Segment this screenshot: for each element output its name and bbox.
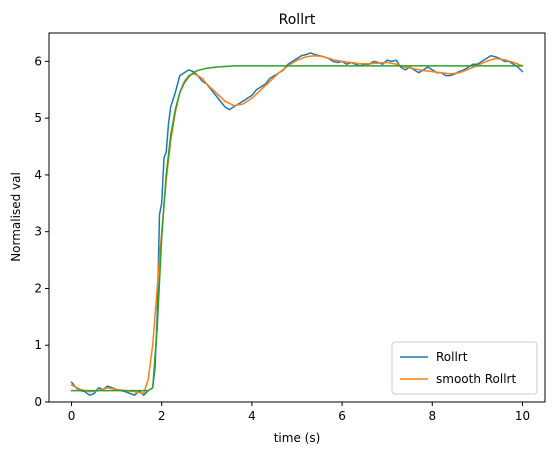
- x-tick-label: 8: [428, 409, 436, 423]
- x-tick-label: 4: [248, 409, 256, 423]
- y-tick-label: 2: [34, 281, 42, 295]
- series-line-2: [70, 54, 524, 395]
- y-tick-label: 6: [34, 54, 42, 68]
- y-tick-label: 0: [34, 395, 42, 409]
- y-axis: 0 1 2 3 4 5 6: [34, 54, 49, 409]
- chart-title: Rollrt: [279, 12, 316, 28]
- x-tick-label: 0: [68, 409, 76, 423]
- y-tick-label: 4: [34, 168, 42, 182]
- x-tick-label: 10: [515, 409, 530, 423]
- y-tick-label: 3: [34, 225, 42, 239]
- series-line-3: [70, 65, 524, 392]
- legend: Rollrt smooth Rollrt: [391, 341, 538, 395]
- y-tick-label: 1: [34, 338, 42, 352]
- x-axis: 0 2 4 6 8 10: [68, 402, 530, 423]
- x-tick-label: 2: [158, 409, 166, 423]
- legend-label: smooth Rollrt: [436, 372, 516, 386]
- x-tick-label: 6: [338, 409, 346, 423]
- legend-label: Rollrt: [436, 350, 468, 364]
- x-axis-label: time (s): [274, 431, 321, 445]
- plot-lines: [70, 52, 524, 396]
- plot-frame: [48, 32, 546, 403]
- y-axis-label: Normalised val: [9, 172, 23, 262]
- y-tick-label: 5: [34, 111, 42, 125]
- legend-box: [391, 341, 538, 395]
